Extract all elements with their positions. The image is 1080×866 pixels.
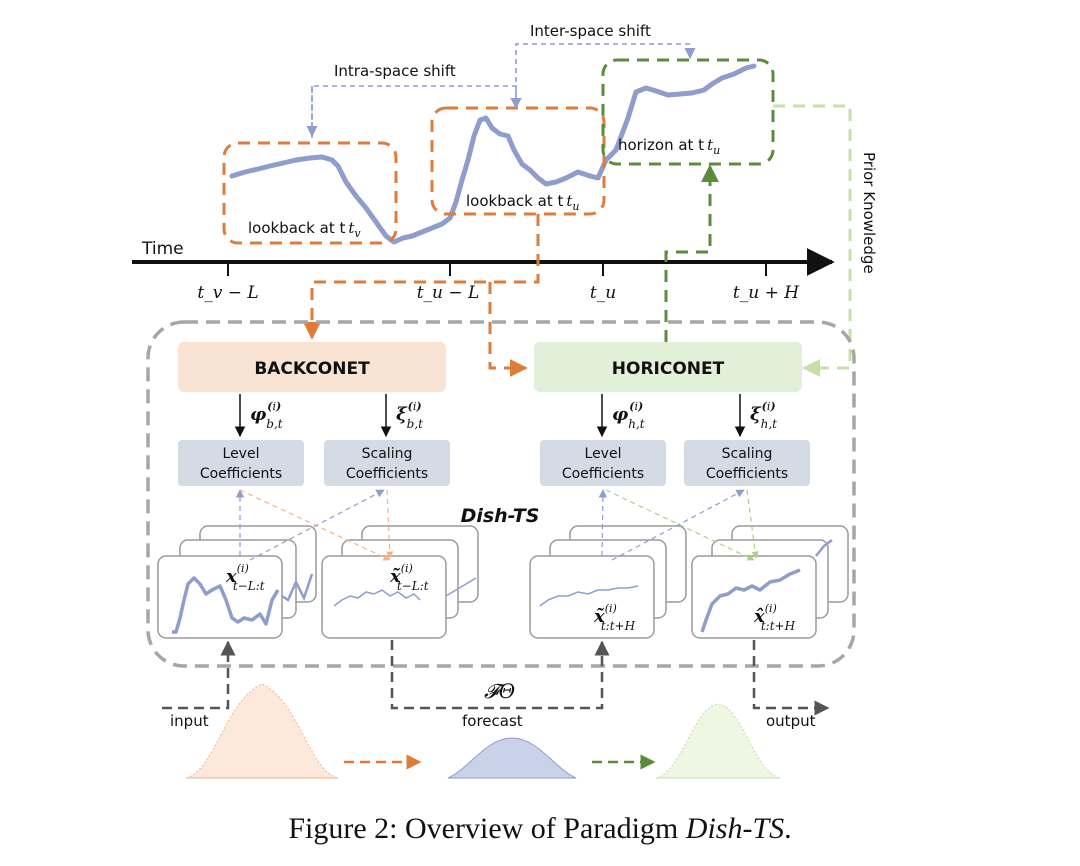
input-arrow [162, 640, 236, 710]
horizon-tu-label: horizon at t tu [618, 136, 720, 157]
phi-b-symbol: φ(i) b,t [250, 400, 283, 431]
horiconet-block [534, 342, 802, 392]
dish-ts-frame [146, 320, 856, 668]
lookback-tv-box [222, 141, 398, 245]
x-normalized-symbol: x̃(i) t−L:t [389, 562, 429, 593]
xi-b-symbol: ξ(i) b,t [396, 400, 423, 431]
intra-shift-arrow [311, 85, 522, 138]
lookback-tv-label: lookback at t tv [248, 219, 361, 240]
tick-tv-minus-L: t_v − L [197, 283, 258, 303]
lookback-to-backconet-arrow [303, 214, 540, 340]
forecast-arrow [390, 640, 610, 710]
x-output-symbol: x̂(i) t:t+H [753, 602, 796, 633]
intra-space-shift-label: Intra-space shift [334, 62, 456, 80]
lookback-tu-label: lookback at t tu [466, 192, 579, 213]
prior-knowledge-label: Prior Knowledge [860, 152, 878, 274]
x-input-symbol: x(i) t−L:t [225, 562, 265, 593]
prior-knowledge-arrow [773, 104, 852, 377]
svg-text:Scaling: Scaling [722, 446, 773, 462]
x-prediction-symbol: x̃(i) t:t+H [593, 602, 636, 633]
svg-text:Coefficients: Coefficients [200, 466, 282, 482]
tick-tu: t_u [590, 283, 616, 303]
output-card-stack [691, 525, 849, 639]
svg-text:Coefficients: Coefficients [706, 466, 788, 482]
dish-ts-label: Dish-TS [461, 505, 540, 527]
output-arrow [752, 640, 830, 716]
f-theta-symbol: 𝓕Θ [484, 679, 515, 703]
svg-text:Scaling: Scaling [362, 446, 413, 462]
inter-shift-arrow [515, 43, 696, 100]
backconet-label: BACKCONET [254, 359, 370, 379]
tick-tu-minus-L: t_u − L [417, 283, 480, 303]
horizon-tu-box [601, 58, 775, 166]
prediction-card-stack [529, 525, 687, 639]
lookback-to-horiconet-arrow [488, 282, 528, 377]
normalized-card-stack [321, 525, 479, 639]
svg-text:Level: Level [585, 446, 622, 462]
forecast-label: forecast [462, 712, 523, 730]
output-label: output [766, 712, 816, 730]
svg-text:Coefficients: Coefficients [346, 466, 428, 482]
output-distribution [655, 703, 781, 779]
level-coef-box-right: Level Coefficients [540, 440, 666, 486]
input-distribution [185, 683, 339, 779]
level-coef-box-left: Level Coefficients [178, 440, 304, 486]
input-label: input [170, 712, 209, 730]
svg-text:Level: Level [223, 446, 260, 462]
horiconet-label: HORICONET [612, 359, 725, 379]
scaling-coef-box-left: Scaling Coefficients [324, 440, 450, 486]
forecast-distribution [447, 737, 577, 779]
scaling-coef-box-right: Scaling Coefficients [684, 440, 810, 486]
tick-tu-plus-H: t_u + H [733, 283, 800, 303]
time-series-line [229, 63, 757, 245]
inter-space-shift-label: Inter-space shift [530, 22, 651, 40]
svg-text:Coefficients: Coefficients [562, 466, 644, 482]
input-card-stack [157, 525, 317, 639]
phi-h-symbol: φ(i) h,t [612, 400, 645, 431]
horiconet-to-horizon-arrow [664, 164, 719, 342]
figure-caption: Figure 2: Overview of Paradigm Dish-TS. [288, 812, 792, 845]
time-label: Time [141, 239, 184, 259]
xi-h-symbol: ξ(i) h,t [750, 400, 777, 431]
backconet-block [178, 342, 446, 392]
